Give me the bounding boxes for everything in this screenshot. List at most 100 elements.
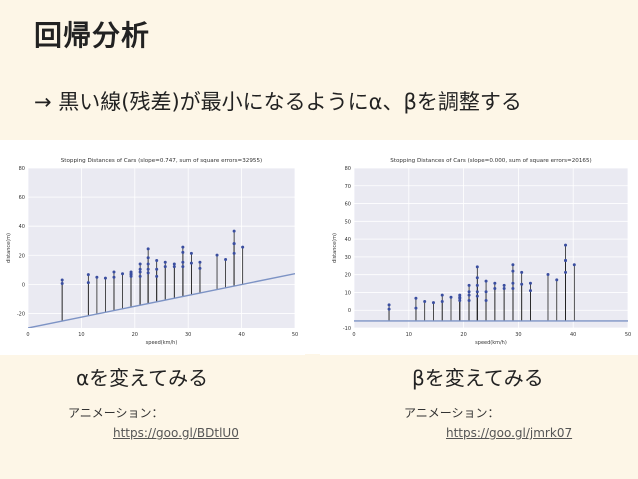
- data-point: [475, 290, 479, 294]
- data-point: [564, 243, 568, 247]
- data-point: [414, 296, 418, 300]
- data-point: [423, 300, 427, 304]
- x-tick-label: 10: [406, 332, 412, 338]
- data-point: [484, 279, 488, 283]
- data-point: [467, 283, 471, 287]
- y-tick-label: 80: [345, 166, 351, 172]
- data-point: [475, 276, 479, 280]
- data-point: [112, 270, 116, 274]
- data-point: [440, 293, 444, 297]
- data-point: [431, 301, 435, 305]
- data-point: [86, 273, 90, 277]
- x-tick-label: 40: [238, 332, 244, 338]
- data-point: [511, 269, 515, 273]
- data-point: [138, 274, 142, 278]
- data-point: [493, 287, 497, 291]
- data-point: [546, 272, 550, 276]
- plot-content: [28, 229, 295, 328]
- y-tick-label: 20: [19, 253, 25, 259]
- animation-label-left: アニメーション：: [68, 406, 164, 420]
- chart-alpha: 0 10 20 30 40 50 -20 0 20 40 60 80 Stopping Distance…: [0, 150, 305, 355]
- caption-beta: βを変えてみる: [412, 366, 544, 390]
- y-tick-label: -10: [343, 326, 351, 332]
- data-point: [60, 278, 64, 282]
- chart-beta-svg: 0 10 20 30 40 50-1001020304050607080Stopping …: [332, 158, 631, 346]
- data-point: [232, 229, 236, 233]
- y-tick-label: 50: [345, 219, 351, 225]
- animation-link-alpha[interactable]: https://goo.gl/BDtlU0: [113, 426, 239, 440]
- data-point: [449, 295, 453, 299]
- data-point: [181, 265, 185, 269]
- data-point: [564, 258, 568, 262]
- data-point: [95, 275, 99, 279]
- data-point: [198, 260, 202, 264]
- data-point: [520, 282, 524, 286]
- plot-content: [354, 243, 628, 322]
- x-axis-label: speed(km/h): [475, 340, 507, 346]
- data-point: [198, 266, 202, 270]
- y-tick-label: 30: [345, 255, 351, 261]
- data-point: [572, 263, 576, 267]
- chart-title: Stopping Distances of Cars (slope=0.000,…: [390, 158, 591, 164]
- x-tick-label: 0: [26, 332, 29, 338]
- x-tick-label: 50: [292, 332, 298, 338]
- data-point: [163, 260, 167, 264]
- data-point: [163, 265, 167, 269]
- data-point: [181, 250, 185, 254]
- chart-beta: 0 10 20 30 40 50 -10 0 10 20 30 40 50 60 70 80 Stopping …: [320, 150, 638, 355]
- x-tick-label: 50: [625, 332, 631, 338]
- y-tick-label: 60: [19, 195, 25, 201]
- caption-alpha: αを変えてみる: [76, 366, 209, 390]
- data-point: [520, 270, 524, 274]
- data-point: [138, 267, 142, 271]
- data-point: [511, 287, 515, 291]
- y-tick-label: 80: [19, 166, 25, 172]
- data-point: [86, 281, 90, 285]
- y-tick-label: 40: [19, 224, 25, 230]
- data-point: [528, 289, 532, 293]
- y-tick-label: 20: [345, 273, 351, 279]
- data-point: [121, 272, 125, 276]
- data-point: [475, 283, 479, 287]
- data-point: [467, 298, 471, 302]
- slide-subtitle: → 黒い線(残差)が最小になるようにα、βを調整する: [34, 90, 522, 114]
- data-point: [138, 270, 142, 274]
- data-point: [458, 295, 462, 299]
- data-point: [155, 274, 159, 278]
- data-point: [440, 300, 444, 304]
- data-point: [103, 276, 107, 280]
- animation-link-beta[interactable]: https://goo.gl/jmrk07: [446, 426, 573, 440]
- y-axis-label: distance(m): [332, 233, 338, 263]
- x-tick-label: 30: [185, 332, 191, 338]
- plot-area: [28, 168, 295, 328]
- data-point: [129, 272, 133, 276]
- plot-area: [354, 168, 628, 328]
- data-point: [189, 251, 193, 255]
- data-point: [387, 303, 391, 307]
- x-tick-label: 30: [515, 332, 521, 338]
- data-point: [155, 259, 159, 263]
- data-point: [511, 281, 515, 285]
- regression-line: [28, 272, 295, 328]
- data-point: [146, 256, 150, 260]
- data-point: [172, 262, 176, 266]
- animation-label-right: アニメーション：: [404, 406, 500, 420]
- data-point: [138, 262, 142, 266]
- y-tick-label: 10: [345, 290, 351, 296]
- data-point: [502, 283, 506, 287]
- data-point: [232, 251, 236, 255]
- data-point: [181, 245, 185, 249]
- data-point: [189, 261, 193, 265]
- data-point: [475, 265, 479, 269]
- data-point: [387, 307, 391, 311]
- chart-alpha-svg: 0 10 20 30 40 50 -20 0 20 40 60 80 Stopping Distance…: [6, 158, 298, 346]
- data-point: [215, 253, 219, 257]
- data-point: [172, 265, 176, 269]
- data-point: [467, 290, 471, 294]
- y-tick-label: -20: [17, 311, 25, 317]
- data-point: [241, 245, 245, 249]
- data-point: [146, 247, 150, 251]
- y-tick-label: 60: [345, 202, 351, 208]
- data-point: [146, 262, 150, 266]
- data-point: [475, 294, 479, 298]
